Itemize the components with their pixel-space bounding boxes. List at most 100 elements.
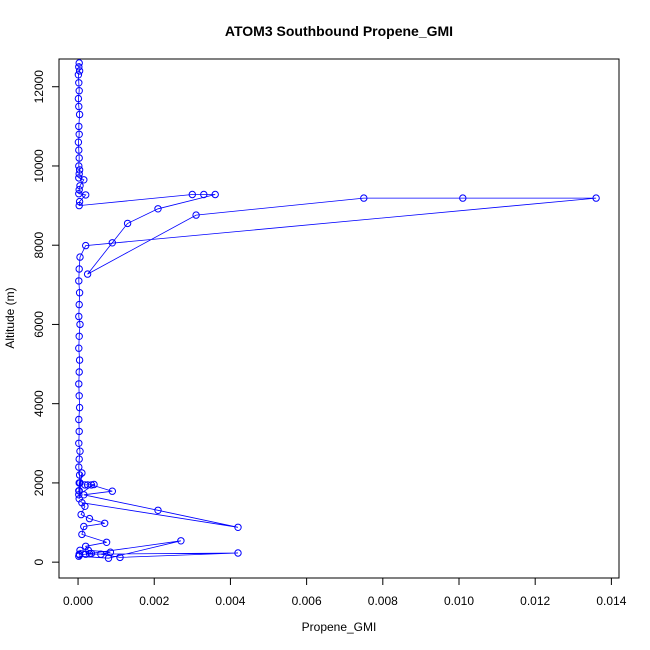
y-tick-label: 6000 (32, 311, 46, 338)
data-point (75, 79, 83, 87)
data-point (75, 162, 83, 170)
data-point (75, 197, 84, 206)
data-point (102, 538, 111, 546)
data-point (81, 502, 89, 510)
data-point (200, 190, 208, 199)
series-line (77, 62, 597, 559)
y-tick-label: 0 (32, 558, 46, 565)
data-point (75, 201, 83, 210)
y-axis: 0 2000 4000 6000 8000 10000 12000 (32, 70, 60, 565)
data-point (75, 380, 83, 388)
data-point (74, 138, 83, 146)
data-point (83, 481, 92, 489)
data-point (154, 205, 162, 213)
x-axis-label: Propene_GMI (302, 620, 377, 634)
data-point (75, 356, 84, 364)
x-tick-label: 0.014 (596, 594, 626, 608)
data-point (75, 392, 83, 400)
x-axis: 0.000 0.002 0.004 0.006 0.008 0.010 0.012 0.014 (63, 577, 627, 608)
data-point (188, 190, 197, 199)
data-point (234, 549, 242, 557)
data-point (75, 174, 83, 182)
data-point (75, 491, 83, 499)
data-point (75, 403, 84, 412)
data-point (78, 530, 86, 539)
data-point (192, 211, 200, 219)
data-point (75, 63, 83, 71)
data-point (76, 182, 84, 190)
data-point (75, 146, 83, 154)
data-point (78, 469, 86, 477)
data-point (75, 122, 83, 131)
data-point (74, 71, 83, 79)
data-point (76, 253, 84, 261)
data-point (76, 447, 84, 455)
chart-title: ATOM3 Southbound Propene_GMI (225, 23, 453, 39)
x-tick-label: 0.010 (444, 594, 474, 608)
y-axis-label: Altitude (m) (3, 287, 17, 348)
y-tick-label: 8000 (32, 232, 46, 259)
data-point (75, 455, 83, 463)
data-point (75, 186, 83, 194)
data-point (80, 491, 88, 499)
data-point (75, 344, 83, 352)
data-point (83, 270, 92, 278)
data-point (75, 265, 83, 273)
data-point (177, 537, 185, 545)
data-point (82, 191, 90, 199)
data-point (75, 439, 83, 447)
data-point (108, 239, 117, 247)
x-tick-label: 0.004 (215, 594, 245, 608)
data-point (360, 194, 368, 202)
x-tick-label: 0.006 (292, 594, 322, 608)
data-point (154, 506, 162, 514)
data-point (80, 522, 88, 531)
data-point (104, 554, 113, 562)
data-point (75, 170, 83, 178)
data-point (82, 241, 90, 250)
y-tick-label: 10000 (32, 149, 46, 183)
data-point (85, 514, 94, 523)
data-point (75, 368, 83, 376)
data-point (75, 487, 83, 495)
data-point (80, 176, 88, 184)
data-point (87, 481, 96, 489)
x-tick-label: 0.012 (520, 594, 550, 608)
data-point (234, 523, 242, 531)
data-point (76, 320, 84, 329)
data-point (116, 553, 124, 562)
data-point (75, 102, 83, 111)
plot-frame (58, 58, 620, 579)
data-point (101, 519, 109, 527)
data-point (75, 471, 84, 479)
data-point (75, 277, 83, 285)
data-point (123, 219, 132, 228)
data-point (75, 332, 83, 340)
data-point (87, 549, 96, 558)
data-point (211, 190, 219, 199)
x-tick-label: 0.002 (139, 594, 169, 608)
data-point (75, 463, 83, 471)
data-point (75, 166, 84, 174)
data-point (75, 427, 83, 436)
data-point (75, 67, 84, 75)
data-point (75, 154, 83, 162)
y-tick-label: 4000 (32, 390, 46, 417)
data-point (75, 130, 83, 139)
x-tick-label: 0.000 (63, 594, 93, 608)
data-point (75, 190, 83, 198)
data-point (592, 194, 600, 202)
data-point (75, 552, 83, 560)
x-tick-label: 0.008 (368, 594, 398, 608)
data-point (77, 510, 85, 519)
data-point (75, 312, 83, 321)
data-point (76, 479, 84, 487)
data-point (97, 550, 105, 558)
data-point (75, 415, 83, 424)
data-point (74, 94, 83, 103)
data-point (75, 110, 84, 119)
data-point (75, 551, 84, 559)
data-point (459, 194, 467, 202)
y-tick-label: 12000 (32, 70, 46, 104)
